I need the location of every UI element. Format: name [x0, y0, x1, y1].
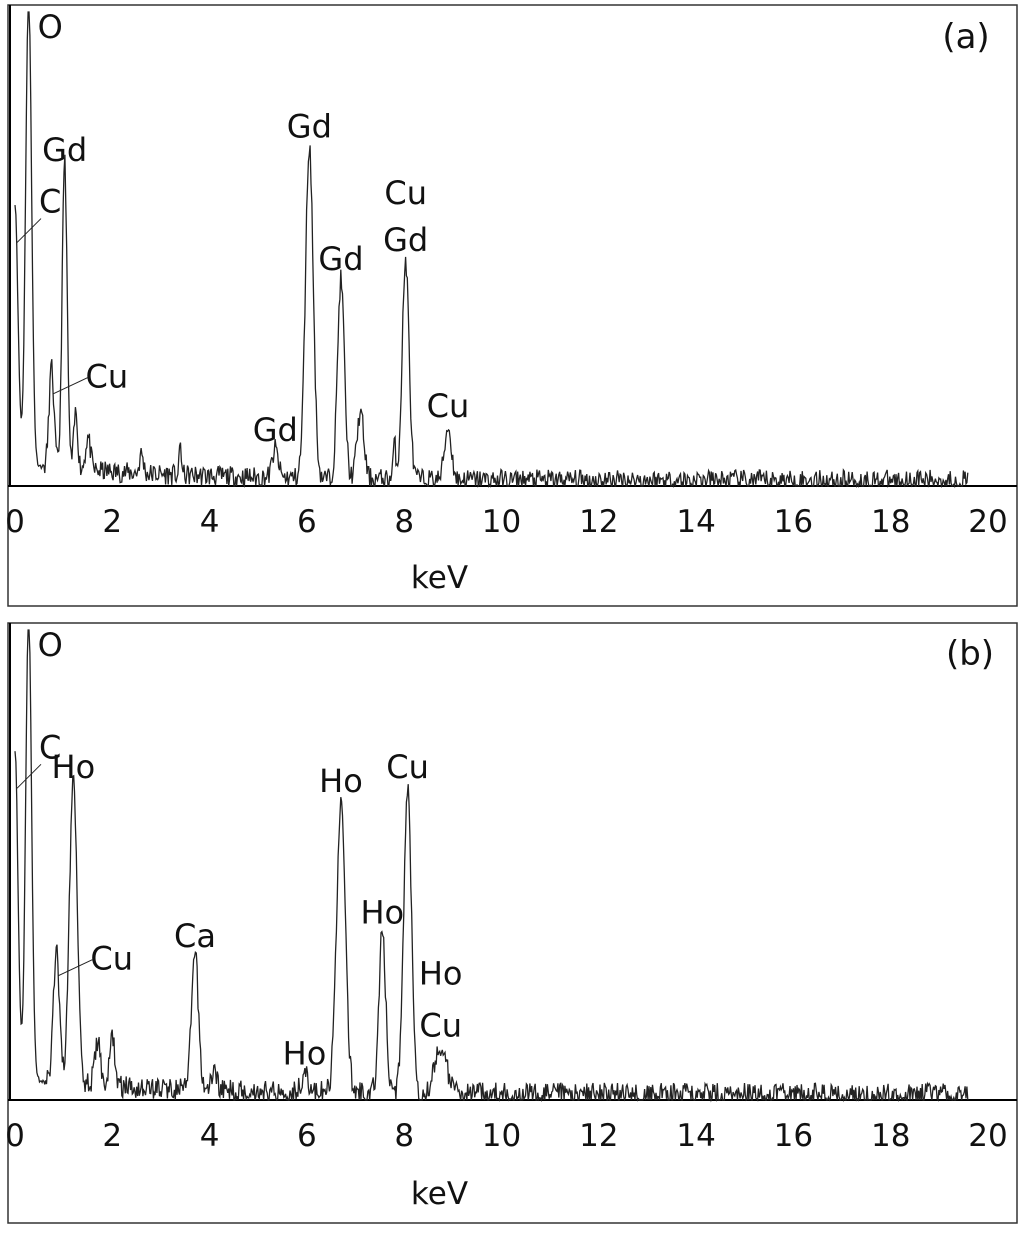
x-tick-label: 18	[871, 1118, 910, 1154]
x-tick-label: 10	[482, 504, 521, 540]
peak-label: Ho	[419, 955, 463, 993]
peak-label: Cu	[386, 748, 429, 786]
peak-label: Gd	[318, 240, 363, 278]
x-tick-label: 8	[394, 1118, 414, 1154]
peak-label: Cu	[90, 940, 133, 978]
peak-label: Cu	[85, 358, 128, 396]
peak-label: C	[39, 183, 61, 221]
x-tick-label: 8	[394, 504, 414, 540]
peak-label: Ho	[319, 762, 363, 800]
x-tick-label: 2	[102, 1118, 122, 1154]
peak-label: Ho	[52, 748, 96, 786]
x-tick-label: 6	[297, 1118, 317, 1154]
peak-label: Ca	[174, 917, 216, 955]
peak-label: Ho	[360, 894, 404, 932]
annotation-leader	[16, 218, 42, 243]
panel-label: (b)	[946, 634, 994, 674]
peak-label: Cu	[419, 1006, 462, 1044]
panel-a: 0 2 4 6 8 10 12 14 16 18 20 keV (a) O Gd C Cu Gd Gd Gd Cu Gd C…	[5, 4, 1018, 607]
peak-label: Gd	[383, 221, 428, 259]
x-tick-label: 0	[5, 504, 25, 540]
x-tick-label: 12	[579, 504, 618, 540]
x-tick-label: 0	[5, 1118, 25, 1154]
x-tick-label: 20	[968, 1118, 1007, 1154]
x-tick-label: 16	[774, 504, 813, 540]
panel-frame	[7, 4, 1018, 607]
peak-label: C	[39, 728, 61, 766]
x-tick-label: 4	[200, 504, 220, 540]
x-tick-label: 12	[579, 1118, 618, 1154]
panel-frame	[7, 622, 1018, 1224]
peak-label: Cu	[384, 174, 427, 212]
spectrum-line	[14, 629, 969, 1103]
peak-label: Ho	[283, 1035, 327, 1073]
peak-label: Gd	[287, 107, 332, 145]
peak-label: Cu	[427, 387, 470, 425]
x-tick-label: 2	[102, 504, 122, 540]
x-tick-label: 10	[482, 1118, 521, 1154]
peak-label: O	[38, 8, 63, 46]
annotation-leader	[16, 763, 42, 789]
x-tick-label: 16	[774, 1118, 813, 1154]
annotation-leader	[53, 377, 88, 395]
panel-label: (a)	[942, 17, 989, 57]
x-tick-label: 4	[200, 1118, 220, 1154]
x-tick-label: 18	[871, 504, 910, 540]
peak-label: O	[38, 626, 63, 664]
x-tick-label: 20	[968, 504, 1007, 540]
x-tick-label: 14	[676, 1118, 715, 1154]
x-tick-label: 14	[676, 504, 715, 540]
x-tick-label: 6	[297, 504, 317, 540]
x-axis-label: keV	[411, 560, 468, 596]
annotation-leader	[58, 959, 93, 977]
peak-label: Gd	[42, 131, 87, 169]
peak-label: Gd	[253, 411, 298, 449]
x-axis-label: keV	[411, 1176, 468, 1212]
spectrum-line	[14, 11, 969, 489]
